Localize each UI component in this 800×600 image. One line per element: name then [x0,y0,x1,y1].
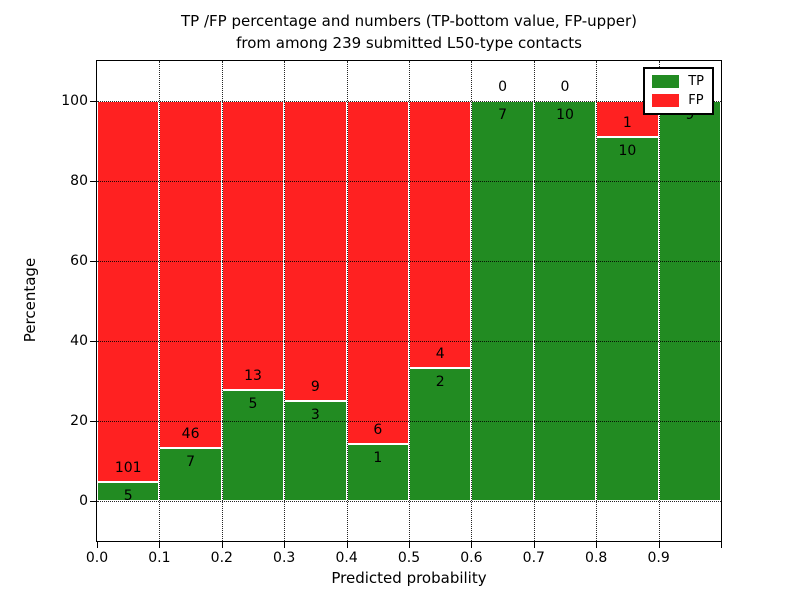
y-tick-label: 60 [70,253,88,269]
legend-item-tp: TP [652,75,704,88]
bar-segment-fp [284,101,347,401]
x-tick-label: 0.3 [273,550,296,566]
plot-area: 0 20 40 60 80 100 0.0 0.1 0.2 0.3 0.4 0.5 0.6 0.7 0.8 0… [61,60,722,566]
x-tick-mark [533,542,535,548]
legend: TP FP [643,67,714,115]
fp-count-label: 0 [560,79,570,95]
y-tick-mark [90,261,96,262]
x-tick-mark [658,542,660,548]
y-axis-label: Percentage [21,257,39,343]
tp-count-label: 7 [498,107,508,123]
tp-count-label: 7 [186,454,196,471]
gridline-vertical [471,61,473,541]
fp-count-label: 0 [498,79,508,95]
fp-count-label: 101 [114,460,142,477]
chart-title-line2: from among 239 submitted L50-type contac… [236,34,582,52]
x-tick-label: 0.6 [460,550,483,566]
x-tick-label: 0.2 [210,550,233,566]
bar-segment-tp [596,137,659,501]
legend-label-tp: TP [688,74,704,89]
gridline-vertical [221,61,223,541]
x-tick-mark [284,542,286,548]
gridline-vertical [658,61,660,541]
fp-count-label: 6 [373,421,383,438]
x-tick-mark [97,542,98,548]
y-tick-mark [90,341,96,342]
tp-count-label: 9 [685,107,695,123]
fp-count-label: 46 [181,426,200,443]
tp-count-label: 3 [310,407,320,423]
y-tick-label: 0 [79,493,88,509]
x-tick-label: 0.8 [585,550,608,566]
grid-layer [97,61,721,541]
legend-swatch-tp-icon [652,75,680,88]
bar-segment-tp [97,482,160,501]
y-tick-label: 20 [70,413,88,429]
x-tick-mark [596,542,598,548]
tp-count-label: 10 [556,107,574,123]
gridline-vertical [284,61,286,541]
bar-segment-fp [159,101,222,449]
bars-layer [97,61,721,541]
legend-swatch-fp-icon [652,94,680,107]
x-tick-label: 0.0 [85,550,109,566]
tp-count-label: 5 [248,395,258,412]
y-tick-mark [90,181,96,182]
y-tick-mark [90,101,96,102]
x-tick-mark [471,542,473,548]
bar-segment-tp [159,448,222,501]
gridline-vertical [533,61,535,541]
x-tick-mark [409,542,410,548]
tp-count-label: 5 [123,488,133,505]
tp-count-label: 2 [435,373,445,390]
x-tick-mark [346,542,348,548]
tp-count-label: 1 [373,449,383,466]
chart-title-line1: TP /FP percentage and numbers (TP-bottom… [181,12,637,30]
bar-segment-tp [409,367,472,501]
x-tick-label: 0.9 [647,550,670,566]
bar-segment-fp [97,101,160,483]
fp-count-label: 4 [435,345,445,362]
fp-count-label: 1 [622,115,632,132]
bar-segment-tp [471,101,534,501]
fp-count-label: 9 [310,379,320,395]
gridline-vertical [159,61,161,541]
gridline-vertical [409,61,410,541]
y-tick-label: 100 [61,93,88,109]
gridline-vertical [596,61,598,541]
ticks-layer: 0 20 40 60 80 100 0.0 0.1 0.2 0.3 0.4 0.5 0.6 0.7 0.8 0… [61,61,722,566]
x-axis-label: Predicted probability [331,569,487,587]
chart-title: TP /FP percentage and numbers (TP-bottom… [97,10,721,54]
y-tick-label: 40 [70,333,88,349]
y-tick-mark [90,421,96,422]
bar-segment-tp [346,443,409,501]
x-tick-mark [721,542,722,548]
legend-label-fp: FP [688,93,704,108]
x-tick-mark [221,542,223,548]
tp-count-label: 10 [618,143,637,160]
x-tick-mark [159,542,161,548]
y-tick-mark [90,501,96,502]
fp-count-label: 13 [244,367,262,384]
x-tick-label: 0.7 [522,550,545,566]
bar-labels-layer: 10154671359361420701011009 [97,61,721,541]
x-tick-label: 0.4 [335,550,358,566]
bar-segment-fp [346,101,409,444]
legend-item-fp: FP [652,94,704,107]
y-tick-label: 80 [70,173,88,189]
gridline-vertical [346,61,348,541]
x-tick-label: 0.1 [148,550,171,566]
x-tick-label: 0.5 [397,550,421,566]
